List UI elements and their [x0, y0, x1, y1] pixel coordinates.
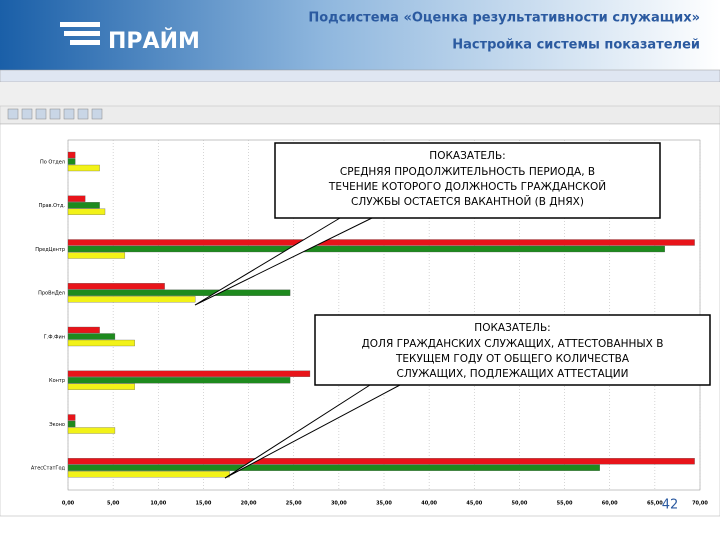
callout-text: ТЕЧЕНИЕ КОТОРОГО ДОЛЖНОСТЬ ГРАЖДАНСКОЙ	[328, 180, 606, 193]
window-titlebar	[0, 69, 720, 83]
bar	[67, 427, 116, 434]
bar	[67, 289, 291, 296]
bar	[67, 296, 196, 303]
toolbar-buttons	[7, 108, 103, 120]
callout-text: ТЕКУЩЕМ ГОДУ ОТ ОБЩЕГО КОЛИЧЕСТВА	[395, 353, 630, 365]
bar	[67, 195, 86, 202]
bar	[67, 333, 116, 340]
x-tick-label: 60,00	[602, 501, 618, 507]
x-tick-label: 30,00	[331, 501, 347, 507]
callout-box	[274, 142, 661, 219]
bar	[67, 377, 291, 384]
bar	[67, 158, 76, 165]
x-tick-label: 25,00	[286, 501, 302, 507]
logo-text: ПРАЙМ	[108, 28, 200, 54]
x-tick-label: 20,00	[241, 501, 257, 507]
bar	[67, 208, 106, 215]
callout-label: ПОКАЗАТЕЛЬ:	[429, 150, 505, 162]
x-tick-label: 50,00	[512, 501, 528, 507]
bar	[67, 383, 135, 390]
bar	[67, 245, 665, 253]
y-tick-label: Г.Ф.Фин	[44, 334, 65, 340]
callout-box	[314, 314, 711, 386]
bar	[67, 164, 100, 172]
slide-title: Подсистема «Оценка результативности служ…	[308, 11, 700, 26]
x-tick-label: 65,00	[647, 501, 663, 507]
x-tick-label: 40,00	[421, 501, 437, 507]
bar	[67, 151, 76, 159]
header-band	[0, 0, 720, 70]
callout-text: ДОЛЯ ГРАЖДАНСКИХ СЛУЖАЩИХ, АТТЕСТОВАННЫХ…	[362, 338, 664, 350]
bar	[67, 464, 600, 471]
menu-bar	[0, 82, 720, 94]
bar	[67, 414, 76, 421]
x-tick-label: 5,00	[107, 501, 120, 507]
toolbar	[0, 105, 720, 125]
bar	[67, 420, 76, 428]
bar	[67, 326, 100, 334]
chart: 0,00 5,00 10,00 15,00 20,00 25,00 30,00 35,00 40…	[31, 139, 711, 507]
y-tick-label: Эконо	[49, 422, 65, 428]
callout-text: СРЕДНЯЯ ПРОДОЛЖИТЕЛЬНОСТЬ ПЕРИОДА, В	[340, 166, 595, 178]
callout-text: СЛУЖАЩИХ, ПОДЛЕЖАЩИХ АТТЕСТАЦИИ	[396, 368, 628, 380]
bar	[67, 458, 695, 465]
bar	[67, 471, 230, 478]
x-tick-label: 55,00	[557, 501, 573, 507]
x-tick-label: 35,00	[376, 501, 392, 507]
bar	[67, 202, 100, 209]
page-number: 42	[662, 498, 679, 513]
bar	[67, 339, 135, 347]
slide-subtitle: Настройка системы показателей	[452, 38, 700, 53]
y-tick-label: ПредЦентр	[35, 247, 65, 253]
x-tick-label: 45,00	[466, 501, 482, 507]
y-tick-label: АтесСтатГод	[31, 466, 66, 472]
bar	[67, 239, 695, 246]
bar	[67, 283, 165, 290]
x-tick-label: 10,00	[150, 501, 166, 507]
y-tick-label: По Отдел	[40, 159, 65, 165]
tab-bar	[0, 94, 720, 106]
y-tick-label: ПроВнДел	[38, 291, 65, 297]
x-tick-label: 15,00	[196, 501, 212, 507]
bar	[67, 370, 311, 377]
x-tick-label: 70,00	[692, 501, 708, 507]
callout-text: СЛУЖБЫ ОСТАЕТСЯ ВАКАНТНОЙ (В ДНЯХ)	[351, 195, 584, 208]
y-tick-label: Контр	[49, 378, 65, 384]
y-tick-label: Прав.Отд.	[39, 203, 66, 209]
logo-mark	[60, 22, 100, 45]
callout-label: ПОКАЗАТЕЛЬ:	[474, 322, 550, 334]
x-tick-label: 0,00	[62, 501, 75, 507]
bar	[67, 252, 126, 259]
